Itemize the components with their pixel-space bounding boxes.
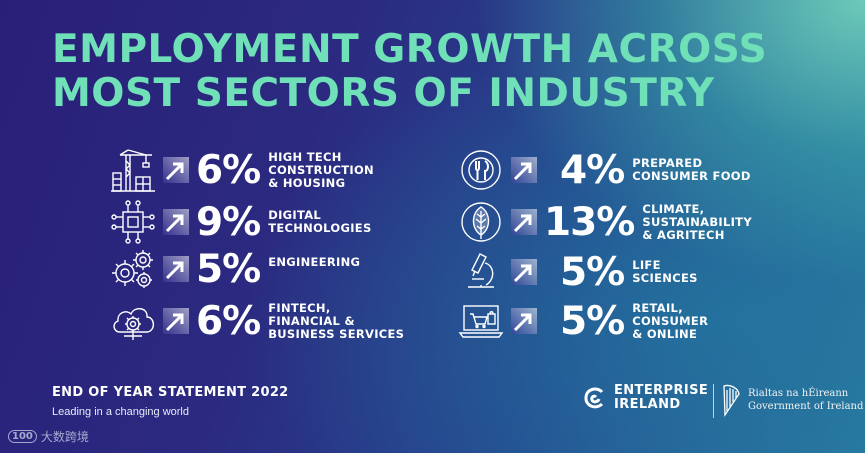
- sector-percent: 6%: [196, 298, 261, 344]
- sector-percent: 5%: [196, 246, 261, 292]
- growth-arrow-icon: [162, 255, 190, 283]
- sector-label: CLIMATE, SUSTAINABILITY & AGRITECH: [642, 201, 752, 242]
- sector-label: PREPARED CONSUMER FOOD: [632, 156, 751, 183]
- irish-government-name: Rialtas na hÉireann: [748, 388, 849, 399]
- sector-percent: 13%: [544, 199, 635, 245]
- microscope-icon: [458, 249, 504, 295]
- gears-icon: [110, 246, 156, 292]
- government-wordmark: Rialtas na hÉireann Government of Irelan…: [748, 387, 863, 413]
- sector-percent: 6%: [196, 147, 261, 193]
- microchip-icon: [110, 199, 156, 245]
- enterprise-ireland-logo: ENTERPRISE IRELAND: [582, 384, 708, 412]
- growth-arrow-icon: [510, 307, 538, 335]
- leaf-icon: [458, 199, 504, 245]
- growth-arrow-icon: [162, 307, 190, 335]
- logo-divider: [713, 384, 714, 418]
- growth-arrow-icon: [510, 258, 538, 286]
- sector-percent: 5%: [560, 298, 625, 344]
- sector-percent: 5%: [560, 249, 625, 295]
- title-line-1: EMPLOYMENT GROWTH ACROSS: [52, 27, 768, 72]
- cloud-gear-icon: [110, 298, 156, 344]
- ireland-line: IRELAND: [614, 397, 681, 412]
- statement-title: END OF YEAR STATEMENT 2022: [52, 385, 289, 400]
- growth-arrow-icon: [510, 156, 538, 184]
- watermark-logo: 100: [8, 430, 37, 443]
- laptop-shopping-icon: [458, 298, 504, 344]
- plate-cutlery-icon: [458, 147, 504, 193]
- sector-label: LIFE SCIENCES: [632, 258, 698, 285]
- sector-label: HIGH TECH CONSTRUCTION & HOUSING: [268, 149, 374, 190]
- sector-label: DIGITAL TECHNOLOGIES: [268, 208, 372, 235]
- growth-arrow-icon: [162, 156, 190, 184]
- growth-arrow-icon: [510, 208, 538, 236]
- sector-label: RETAIL, CONSUMER & ONLINE: [632, 300, 709, 341]
- sector-engineering: 5% ENGINEERING: [110, 245, 360, 293]
- sector-percent: 9%: [196, 199, 261, 245]
- sector-life-sciences: 5% LIFE SCIENCES: [458, 248, 698, 296]
- enterprise-line: ENTERPRISE: [614, 383, 709, 398]
- title-line-2: MOST SECTORS OF INDUSTRY: [52, 71, 715, 116]
- sector-percent: 4%: [560, 147, 625, 193]
- statement-subtitle: Leading in a changing world: [52, 406, 189, 418]
- watermark-text: 大数跨境: [40, 430, 89, 444]
- harp-icon: [723, 384, 740, 418]
- sector-climate-agritech: 13% CLIMATE, SUSTAINABILITY & AGRITECH: [458, 198, 752, 246]
- page-title: EMPLOYMENT GROWTH ACROSS MOST SECTORS OF…: [52, 28, 767, 116]
- enterprise-ireland-wordmark: ENTERPRISE IRELAND: [614, 384, 708, 412]
- sector-prepared-consumer-food: 4% PREPARED CONSUMER FOOD: [458, 146, 751, 194]
- government-of-ireland-logo: Rialtas na hÉireann Government of Irelan…: [720, 382, 863, 418]
- sector-digital-technologies: 9% DIGITAL TECHNOLOGIES: [110, 198, 372, 246]
- sector-retail-consumer-online: 5% RETAIL, CONSUMER & ONLINE: [458, 297, 708, 345]
- growth-arrow-icon: [162, 208, 190, 236]
- sector-fintech: 6% FINTECH, FINANCIAL & BUSINESS SERVICE…: [110, 297, 404, 345]
- english-government-name: Government of Ireland: [748, 401, 864, 412]
- enterprise-ireland-mark-icon: [584, 387, 604, 409]
- construction-crane-icon: [110, 147, 156, 193]
- sector-high-tech-construction: 6% HIGH TECH CONSTRUCTION & HOUSING: [110, 146, 374, 194]
- sector-label: FINTECH, FINANCIAL & BUSINESS SERVICES: [268, 300, 405, 341]
- watermark: 100 大数跨境: [8, 428, 89, 445]
- sector-label: ENGINEERING: [268, 254, 361, 269]
